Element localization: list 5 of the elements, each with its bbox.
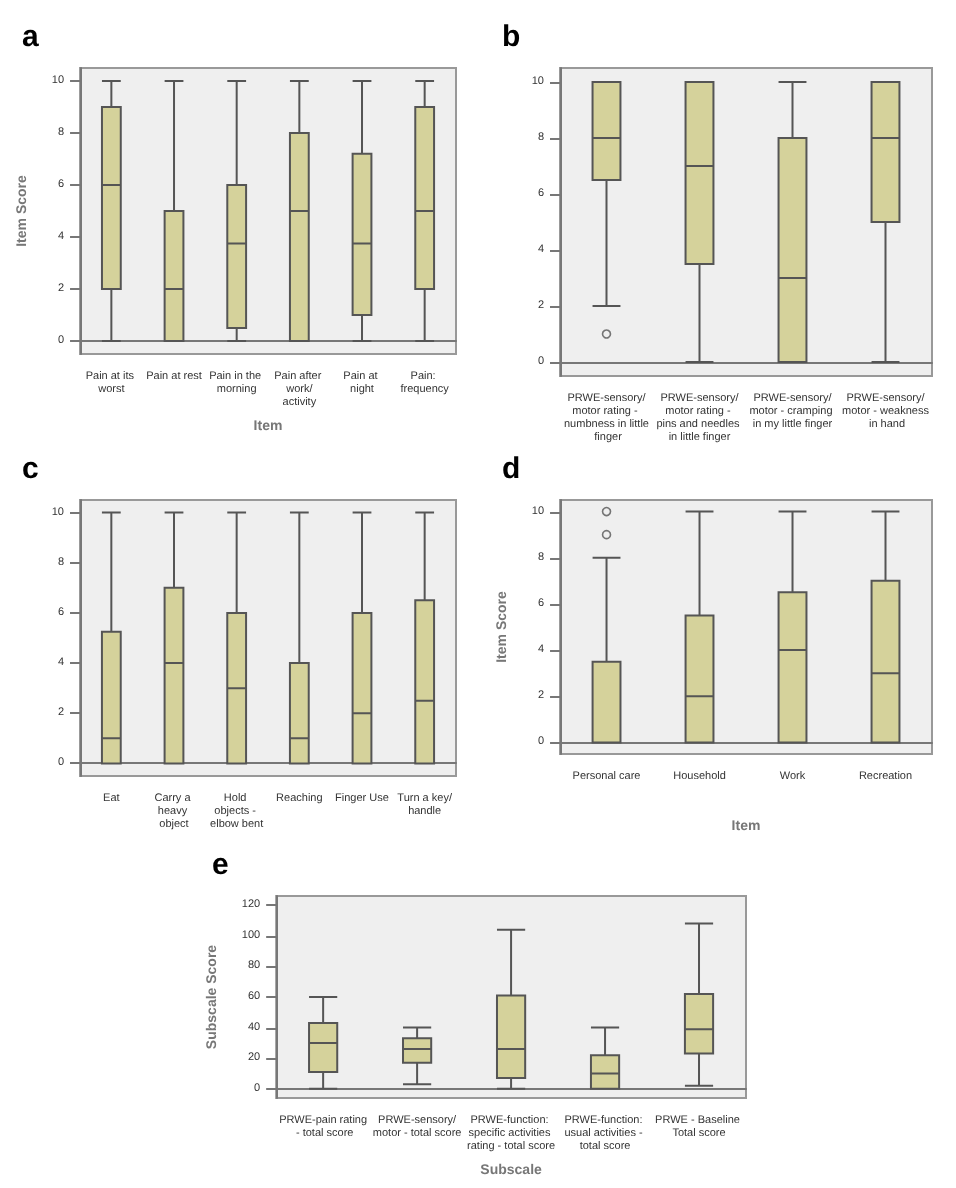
chart-title: a <box>22 20 40 54</box>
chart-title: c <box>22 452 39 486</box>
chart-title: d <box>502 452 521 486</box>
chart-title: e <box>212 848 229 882</box>
chart-title: b <box>502 20 521 54</box>
